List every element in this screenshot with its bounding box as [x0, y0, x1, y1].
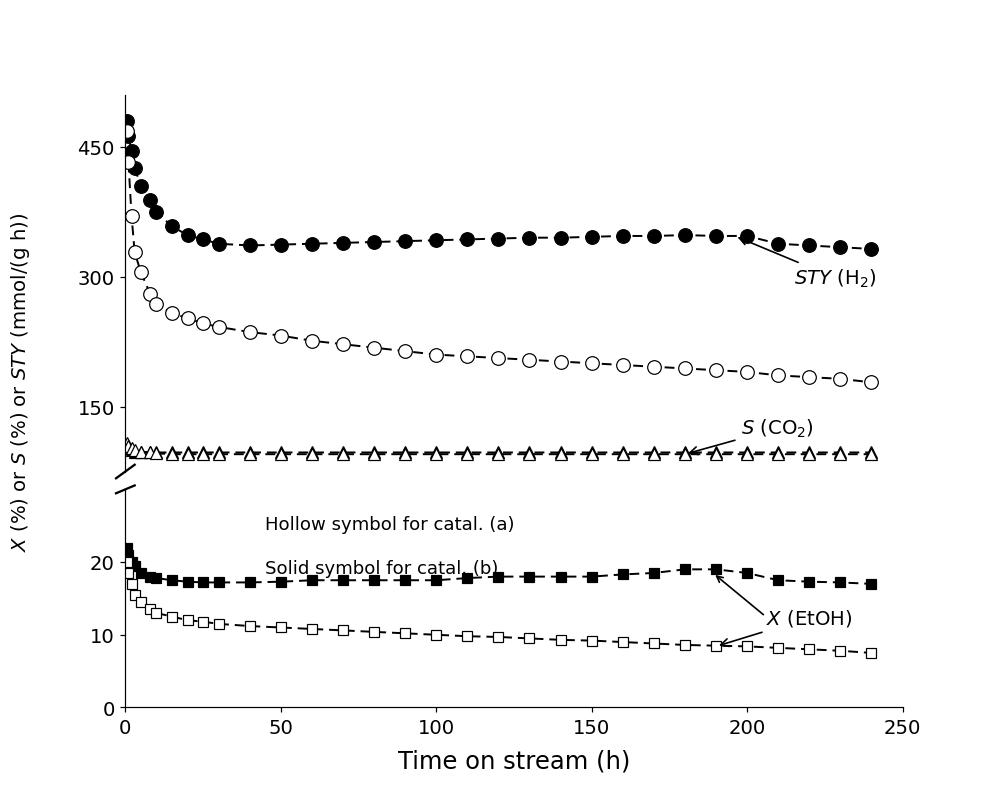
- Text: $X$ (%) or $S$ (%) or $STY$ (mmol/(g h)): $X$ (%) or $S$ (%) or $STY$ (mmol/(g h)): [9, 212, 31, 551]
- X-axis label: Time on stream (h): Time on stream (h): [398, 749, 629, 774]
- Text: Solid symbol for catal. (b): Solid symbol for catal. (b): [265, 560, 498, 577]
- Text: Hollow symbol for catal. (a): Hollow symbol for catal. (a): [265, 516, 514, 533]
- Text: $X$ (EtOH): $X$ (EtOH): [720, 607, 852, 646]
- Text: $STY$ (H$_2$): $STY$ (H$_2$): [738, 238, 876, 289]
- Text: $S$ (CO$_2$): $S$ (CO$_2$): [689, 417, 814, 455]
